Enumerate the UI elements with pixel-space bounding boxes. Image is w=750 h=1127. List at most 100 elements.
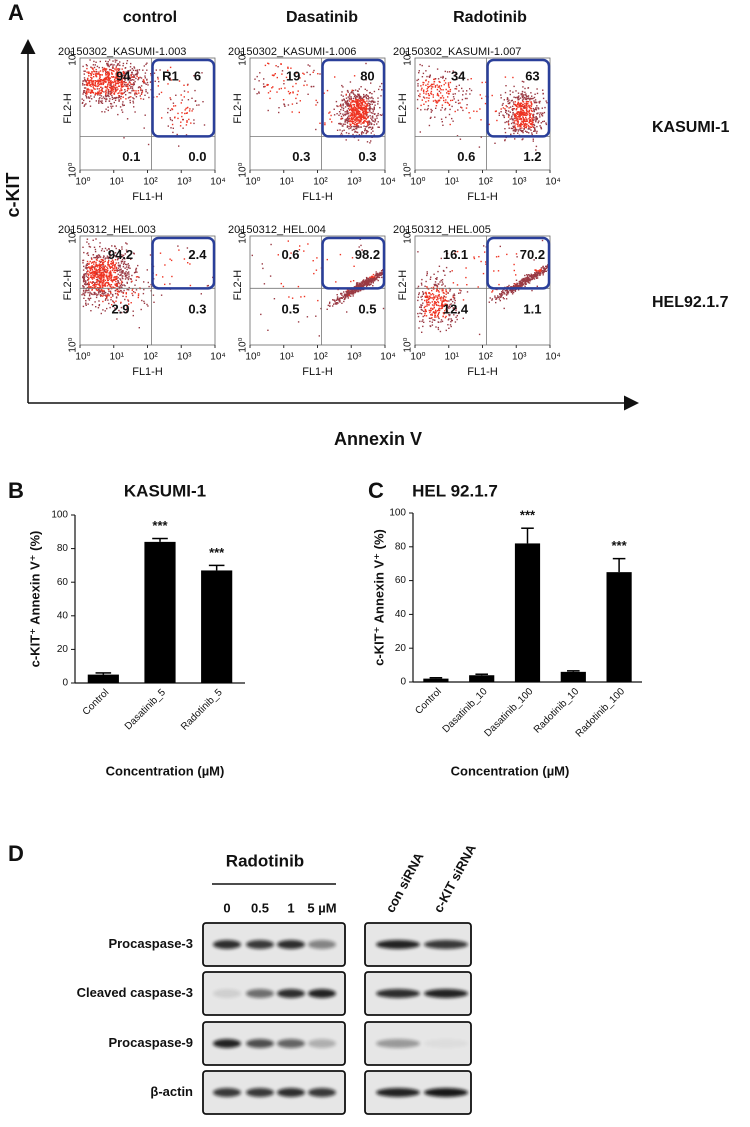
event-dot bbox=[443, 292, 445, 294]
event-dot bbox=[132, 314, 134, 317]
event-dot bbox=[88, 75, 90, 77]
event-dot bbox=[337, 105, 339, 108]
event-dot bbox=[516, 105, 518, 108]
event-dot bbox=[135, 96, 138, 98]
event-dot bbox=[347, 105, 349, 107]
event-dot bbox=[429, 325, 432, 328]
event-dot bbox=[459, 292, 462, 294]
event-dot bbox=[532, 126, 534, 128]
event-dot bbox=[309, 73, 311, 76]
event-dot bbox=[365, 132, 367, 135]
event-dot bbox=[98, 266, 101, 268]
event-dot bbox=[427, 295, 429, 297]
gate bbox=[486, 236, 551, 290]
event-dot bbox=[111, 245, 113, 247]
event-dot bbox=[91, 271, 94, 274]
event-dot bbox=[541, 114, 543, 116]
event-dot bbox=[93, 84, 95, 86]
event-dot bbox=[105, 275, 107, 277]
event-dot bbox=[536, 113, 538, 115]
event-dot bbox=[193, 75, 195, 77]
event-dot bbox=[421, 284, 423, 286]
event-dot bbox=[516, 123, 519, 125]
event-dot bbox=[131, 88, 134, 90]
event-dot bbox=[113, 271, 115, 273]
event-dot bbox=[510, 291, 513, 293]
event-dot bbox=[535, 275, 537, 278]
event-dot bbox=[448, 307, 450, 310]
event-dot bbox=[370, 132, 372, 134]
event-dot bbox=[521, 282, 523, 284]
event-dot bbox=[513, 125, 515, 127]
event-dot bbox=[110, 273, 112, 276]
event-dot bbox=[433, 297, 436, 299]
event-dot bbox=[432, 96, 434, 98]
event-dot bbox=[92, 265, 94, 268]
event-dot bbox=[452, 282, 455, 284]
y-tick-label: 10⁴ bbox=[238, 228, 249, 243]
event-dot bbox=[426, 274, 428, 277]
event-dot bbox=[428, 85, 431, 88]
event-dot bbox=[357, 285, 359, 287]
event-dot bbox=[88, 286, 90, 289]
event-dot bbox=[92, 254, 95, 256]
event-dot bbox=[127, 71, 130, 73]
event-dot bbox=[421, 99, 423, 101]
event-dot bbox=[355, 107, 357, 109]
event-dot bbox=[377, 272, 379, 275]
event-dot bbox=[432, 307, 434, 310]
event-dot bbox=[99, 265, 102, 267]
event-dot bbox=[167, 83, 169, 85]
event-dot bbox=[350, 105, 353, 108]
event-dot bbox=[113, 302, 116, 304]
event-dot bbox=[367, 95, 369, 97]
event-dot bbox=[545, 265, 547, 268]
event-dot bbox=[95, 270, 97, 272]
event-dot bbox=[358, 106, 360, 108]
event-dot bbox=[118, 73, 120, 75]
event-dot bbox=[534, 99, 537, 101]
event-dot bbox=[106, 266, 108, 268]
event-dot bbox=[494, 296, 496, 299]
event-dot bbox=[174, 105, 177, 107]
event-dot bbox=[105, 72, 107, 75]
event-dot bbox=[107, 92, 110, 95]
event-dot bbox=[84, 282, 86, 285]
event-dot bbox=[447, 90, 450, 93]
event-dot bbox=[107, 61, 109, 63]
event-dot bbox=[372, 281, 374, 283]
event-dot bbox=[120, 268, 122, 270]
event-dot bbox=[512, 121, 514, 124]
event-dot bbox=[496, 297, 498, 299]
event-dot bbox=[333, 108, 335, 110]
event-dot bbox=[509, 106, 512, 108]
event-dot bbox=[444, 107, 447, 110]
event-dot bbox=[457, 102, 460, 105]
event-dot bbox=[172, 102, 175, 104]
event-dot bbox=[95, 261, 97, 264]
event-dot bbox=[127, 97, 130, 99]
event-dot bbox=[513, 263, 515, 266]
event-dot bbox=[364, 107, 367, 110]
event-dot bbox=[95, 264, 98, 267]
event-dot bbox=[351, 89, 353, 91]
event-dot bbox=[93, 268, 96, 270]
event-dot bbox=[437, 295, 439, 297]
event-dot bbox=[102, 275, 104, 278]
x-tick-label: 10² bbox=[143, 352, 158, 363]
event-dot bbox=[538, 101, 540, 103]
event-dot bbox=[269, 90, 272, 92]
event-dot bbox=[336, 297, 339, 300]
event-dot bbox=[120, 286, 123, 288]
event-dot bbox=[169, 109, 172, 111]
event-dot bbox=[105, 269, 108, 271]
event-dot bbox=[363, 108, 365, 110]
event-dot bbox=[116, 255, 118, 257]
event-dot bbox=[117, 63, 120, 65]
event-dot bbox=[324, 123, 326, 126]
event-dot bbox=[437, 313, 439, 316]
event-dot bbox=[368, 97, 370, 99]
event-dot bbox=[362, 115, 364, 117]
event-dot bbox=[530, 129, 532, 131]
event-dot bbox=[434, 116, 436, 118]
